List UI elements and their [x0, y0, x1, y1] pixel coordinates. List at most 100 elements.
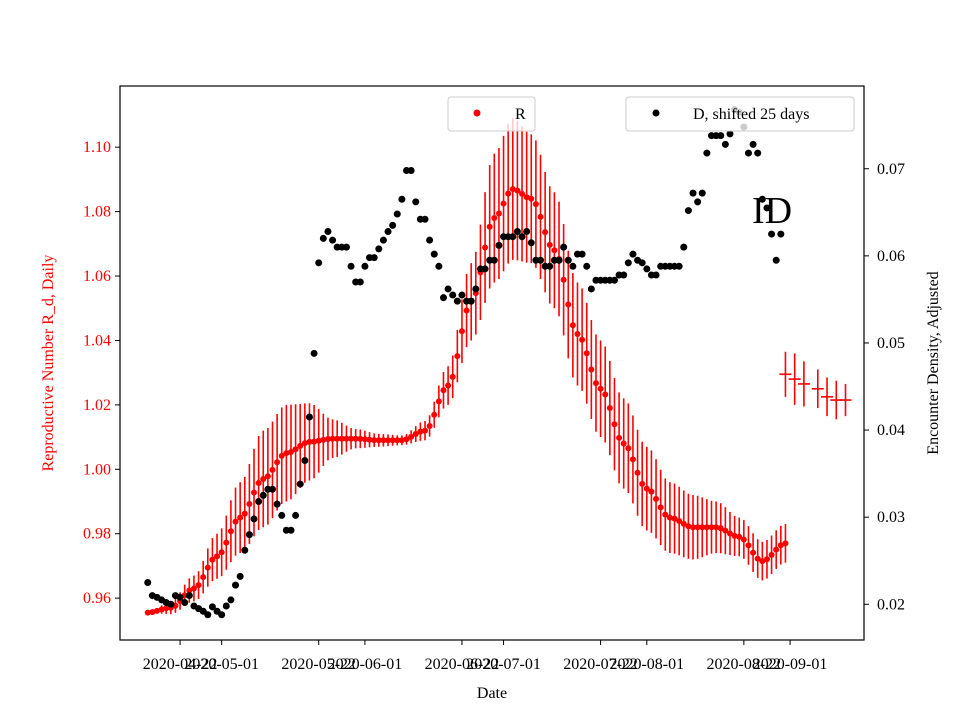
left-tick-label: 1.10	[83, 139, 111, 156]
r-point	[579, 336, 586, 343]
d-point	[185, 592, 193, 600]
r-point	[763, 556, 770, 563]
d-point	[555, 256, 563, 264]
r-point	[592, 380, 599, 387]
d-point	[250, 515, 258, 523]
d-point	[347, 262, 355, 270]
d-point	[694, 198, 702, 206]
d-point	[689, 189, 697, 197]
d-point	[527, 239, 535, 247]
r-point	[694, 524, 701, 531]
right-axis-ticks: 0.02 0.03 0.04 0.05 0.06 0.07	[864, 161, 905, 613]
plot-frame	[119, 85, 865, 641]
r-point	[690, 524, 697, 531]
d-point	[232, 581, 240, 589]
d-point	[467, 297, 475, 305]
d-point	[587, 285, 595, 293]
d-point	[749, 140, 757, 148]
r-point	[412, 431, 419, 438]
r-point	[616, 434, 623, 441]
d-point	[458, 291, 466, 299]
r-point	[505, 190, 512, 197]
d-point	[680, 243, 688, 251]
r-point	[246, 500, 253, 507]
r-point	[597, 385, 604, 392]
left-tick-label: 0.96	[83, 590, 111, 607]
d-point	[449, 291, 457, 299]
r-point	[773, 546, 780, 553]
left-tick-label: 1.08	[83, 204, 111, 221]
d-point	[610, 276, 618, 284]
r-point	[565, 301, 572, 308]
d-point	[301, 457, 309, 465]
d-point	[144, 579, 152, 587]
d-point	[273, 500, 281, 508]
r-point	[454, 353, 461, 360]
left-axis-ticks: 0.96 0.98 1.00 1.02 1.04 1.06 1.08 1.10	[83, 139, 120, 607]
x-tick-label: 2020-05-01	[184, 656, 259, 673]
d-point	[703, 149, 711, 157]
r-point	[329, 435, 336, 442]
d-point	[684, 207, 692, 215]
d-point	[763, 204, 771, 212]
r-point	[509, 186, 516, 193]
d-point	[384, 227, 392, 235]
d-point	[292, 511, 300, 519]
left-tick-label: 1.04	[83, 332, 111, 349]
legend-r: R	[447, 96, 536, 132]
r-point	[163, 605, 170, 612]
r-point	[292, 446, 299, 453]
r-point	[278, 452, 285, 459]
d-point	[393, 210, 401, 218]
d-point	[296, 480, 304, 488]
d-point	[287, 526, 295, 534]
left-axis-label: Reproductive Number R_d, Daily	[40, 255, 57, 472]
d-point	[426, 236, 434, 244]
r-point	[486, 223, 493, 230]
r-point	[320, 436, 327, 443]
d-point	[643, 265, 651, 273]
d-point	[305, 413, 313, 421]
r-point	[717, 525, 724, 532]
r-point	[375, 437, 382, 444]
legend-d-label: D, shifted 25 days	[693, 106, 809, 123]
r-point	[440, 387, 447, 394]
r-point	[495, 210, 502, 217]
r-series-points	[144, 186, 789, 616]
r-point	[731, 532, 738, 539]
r-point	[153, 607, 160, 614]
r-point	[408, 433, 415, 440]
r-point	[643, 485, 650, 492]
r-point	[491, 215, 498, 222]
d-point	[241, 546, 249, 554]
r-point	[426, 422, 433, 429]
r-point	[602, 391, 609, 398]
d-point	[758, 195, 766, 203]
r-point	[560, 276, 567, 283]
r-point	[740, 536, 747, 543]
d-point	[652, 271, 660, 279]
r-point	[380, 437, 387, 444]
d-point	[726, 130, 734, 138]
right-axis-label: Encounter Density, Adjusted	[925, 271, 942, 454]
d-point	[227, 596, 235, 604]
d-point	[546, 262, 554, 270]
r-point	[629, 456, 636, 463]
r-point	[523, 194, 530, 201]
d-point	[444, 285, 452, 293]
d-point	[564, 256, 572, 264]
r-point	[680, 520, 687, 527]
r-point	[214, 553, 221, 560]
r-point	[403, 436, 410, 443]
r-point	[232, 518, 239, 525]
d-point	[430, 250, 438, 258]
r-point	[519, 190, 526, 197]
x-tick-label: 2020-04-22	[143, 656, 218, 673]
r-point	[149, 609, 156, 616]
r-point	[144, 609, 151, 616]
r-point	[398, 437, 405, 444]
r-point	[283, 450, 290, 457]
d-point	[407, 166, 415, 174]
